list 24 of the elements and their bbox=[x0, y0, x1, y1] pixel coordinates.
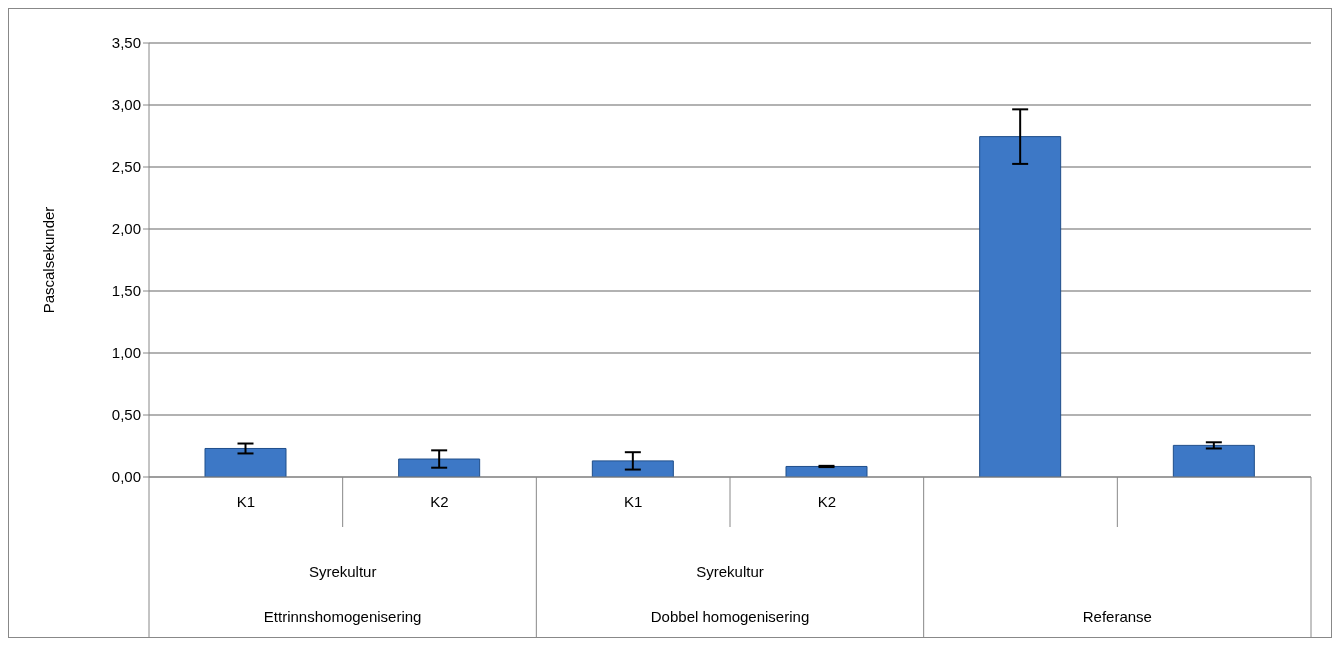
bar bbox=[785, 465, 868, 477]
text: Ettrinnshomogenisering bbox=[263, 608, 422, 625]
bar bbox=[204, 447, 287, 477]
bar bbox=[398, 458, 481, 477]
bar bbox=[979, 136, 1062, 477]
text: Referanse bbox=[1082, 608, 1152, 625]
y-tick-label: 0,00 bbox=[111, 468, 141, 486]
text: Dobbel homogenisering bbox=[650, 608, 810, 625]
text: Syrekultur bbox=[308, 563, 377, 580]
x-tick-label: K1 bbox=[623, 493, 643, 510]
y-tick-label: 1,50 bbox=[111, 282, 141, 300]
text: Syrekultur bbox=[696, 563, 764, 580]
y-tick-label: 1,00 bbox=[111, 344, 141, 362]
x-tick-label: K2 bbox=[817, 493, 837, 510]
bar bbox=[591, 460, 674, 477]
x-tick-label: K1 bbox=[236, 493, 256, 510]
y-tick-label: 2,00 bbox=[111, 220, 141, 238]
bar bbox=[1172, 444, 1255, 477]
y-tick-label: 3,00 bbox=[111, 96, 141, 114]
y-tick-label: 2,50 bbox=[111, 158, 141, 176]
x-tick-label: K2 bbox=[430, 493, 449, 510]
y-tick-label: 3,50 bbox=[111, 34, 141, 52]
y-axis-title: Pascalsekunder bbox=[40, 206, 58, 314]
y-tick-label: 0,50 bbox=[111, 406, 141, 424]
